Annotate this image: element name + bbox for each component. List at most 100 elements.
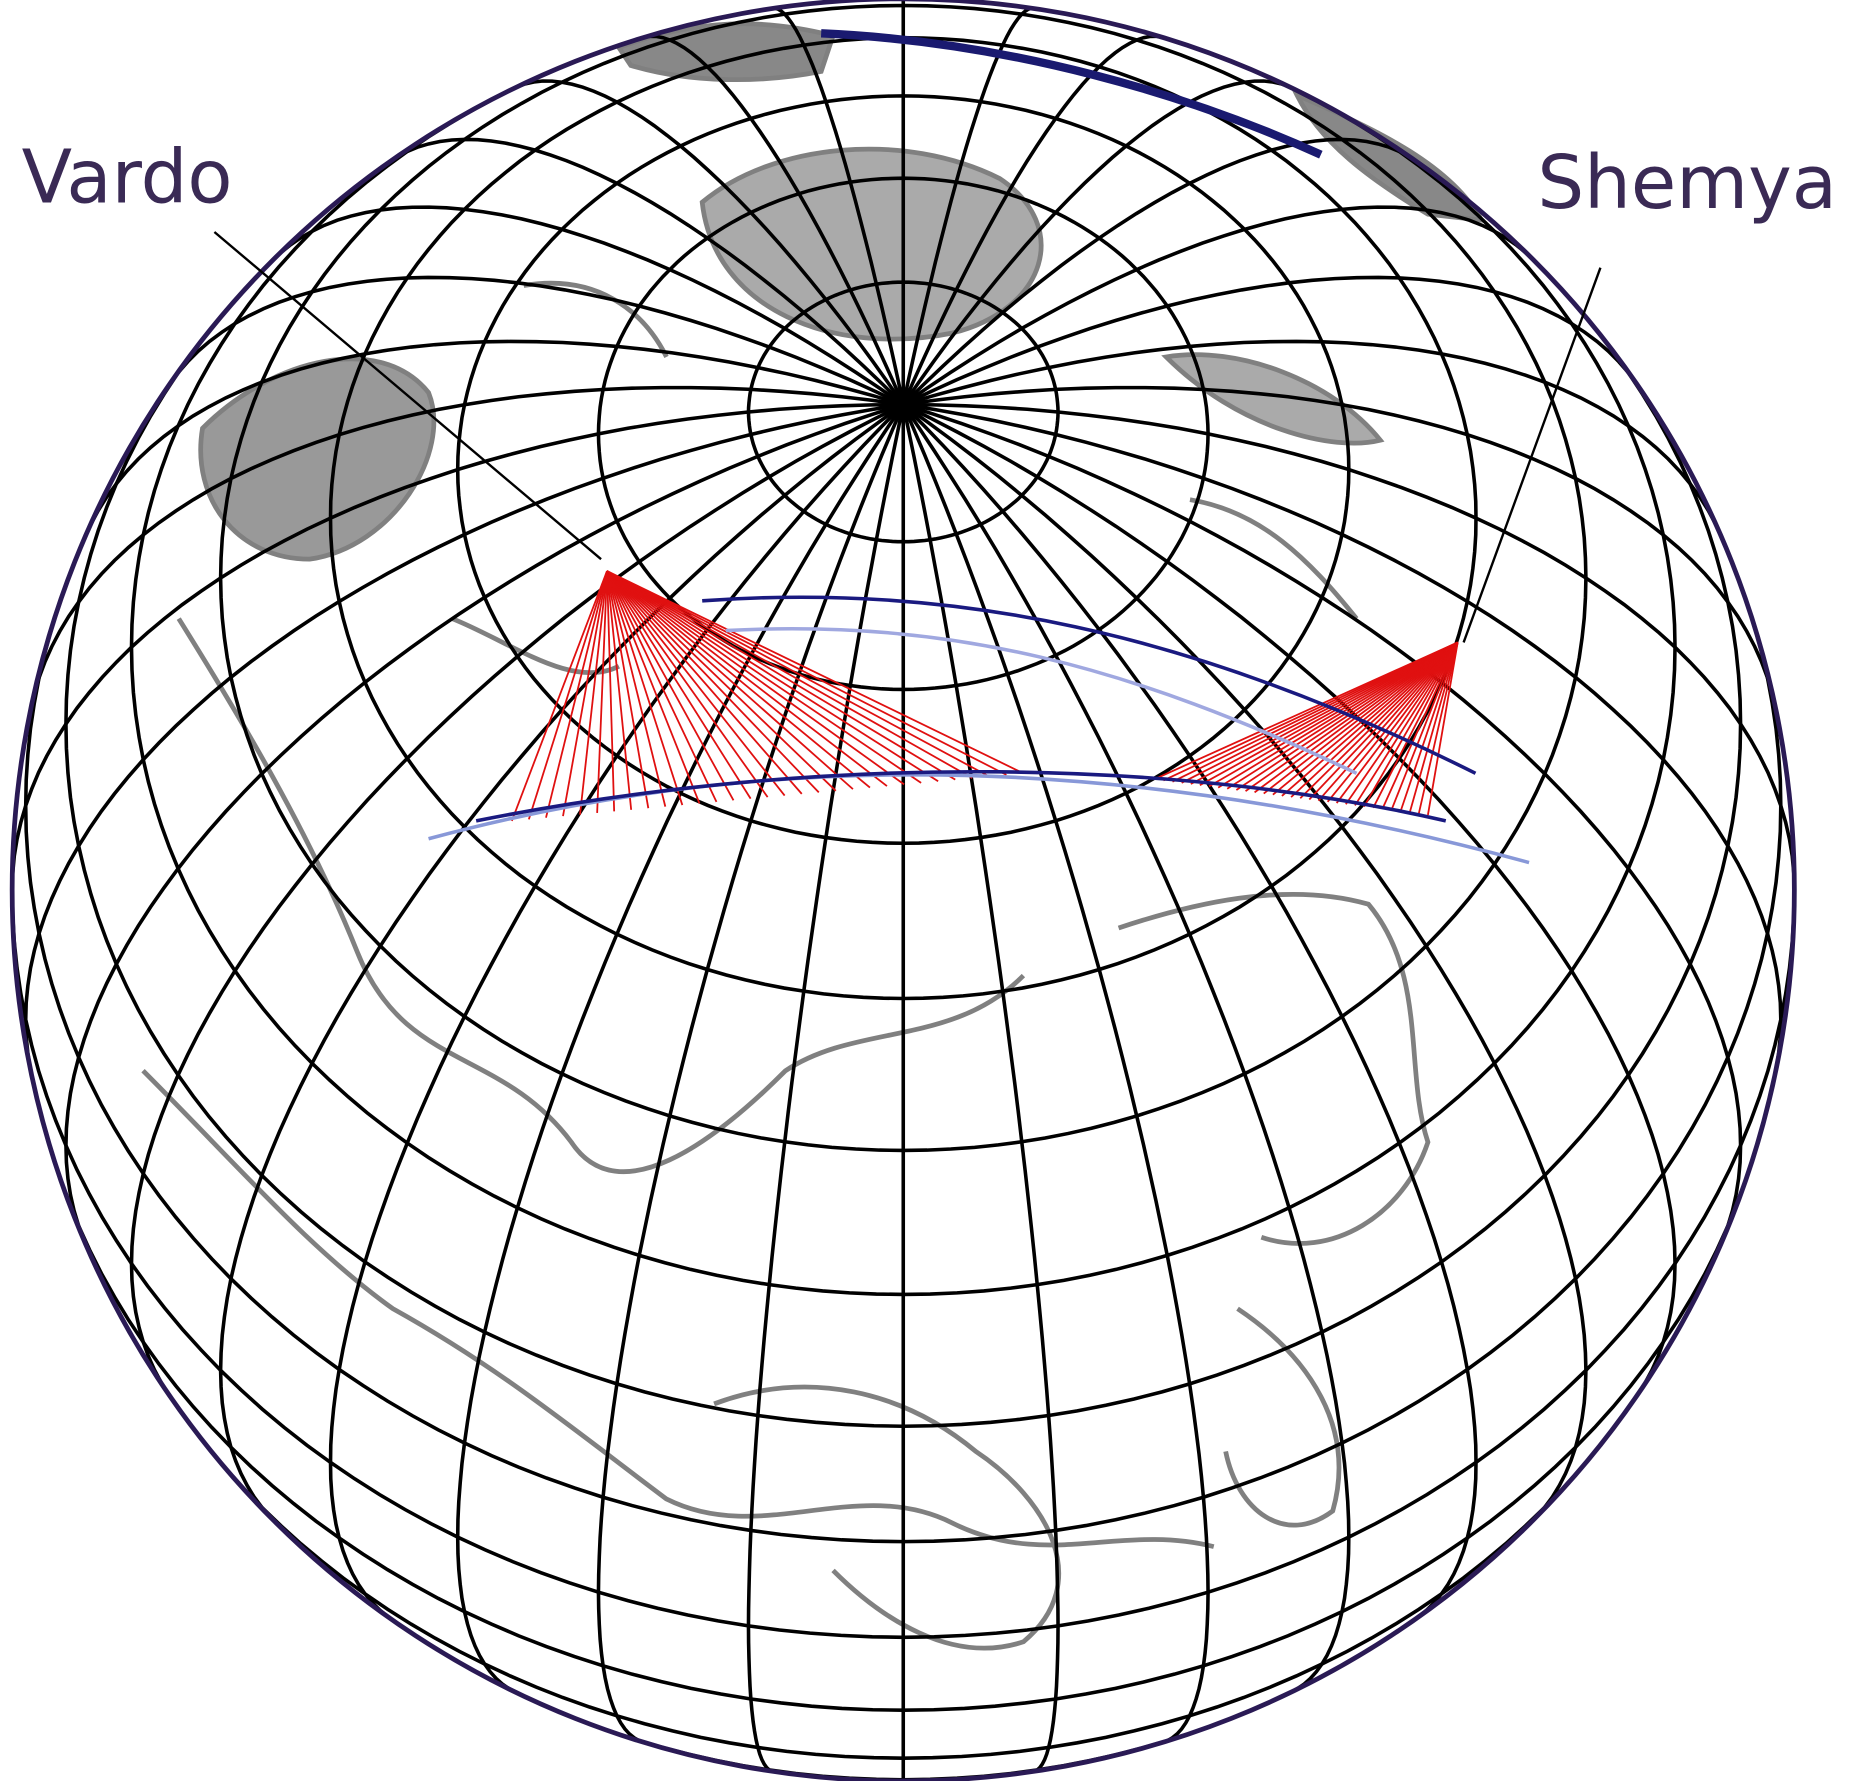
fan-ray [1263, 641, 1459, 795]
graticule-line [901, 404, 1060, 1773]
fan-ray [606, 570, 990, 778]
graticule-line [644, 34, 905, 406]
fan-ray [1372, 642, 1459, 809]
site-label: Vardo [22, 135, 233, 220]
fan-ray [606, 570, 956, 781]
fan-ray [1317, 641, 1459, 802]
fan-ray [1427, 642, 1459, 816]
fan-ray [528, 570, 608, 820]
graticule-line [901, 403, 1210, 1743]
graticule-line [901, 403, 1351, 1691]
fan-ray [1235, 641, 1459, 791]
radar-fans [511, 570, 1459, 822]
coverage-arc [725, 627, 1358, 775]
fan-ray [1417, 642, 1459, 814]
fan-ray [606, 570, 803, 795]
fan-ray [606, 570, 684, 806]
graticule-line [902, 403, 1588, 1519]
graticule-line [902, 403, 1677, 1384]
fan-ray [1217, 641, 1459, 789]
fan-ray [606, 571, 616, 812]
fan-ray [1390, 642, 1459, 811]
fan-ray [606, 570, 922, 784]
rim-highlight [820, 29, 1323, 159]
graticule-line [129, 403, 905, 1384]
fan-ray [606, 570, 854, 790]
graticule-line [902, 402, 1783, 1070]
graticule-line [278, 205, 905, 407]
fan-ray [606, 570, 905, 786]
fan-ray [1326, 641, 1459, 803]
graticule-line [903, 402, 1797, 890]
graticule-line [10, 402, 904, 890]
fan-ray [606, 570, 752, 800]
fan-ray [606, 570, 973, 779]
graticule-line [902, 275, 1639, 407]
fan-ray [606, 570, 769, 798]
coast [1117, 891, 1431, 1246]
fan-ray [606, 570, 871, 789]
graticule-line [774, 6, 906, 405]
graticule [10, 0, 1797, 1781]
graticule-line [902, 205, 1529, 407]
fan-ray [1208, 641, 1459, 788]
coverage-arc [428, 773, 1530, 865]
fan-ray [1281, 641, 1459, 797]
fan-ray [1354, 641, 1459, 806]
graticule-line [902, 339, 1718, 526]
leader-line [1462, 267, 1602, 643]
coverage-arc [475, 769, 1447, 823]
coast-shape [1161, 352, 1385, 446]
fan-ray [511, 570, 608, 822]
fan-ray [579, 570, 608, 815]
fan-ray [1226, 641, 1459, 790]
site-label: Shemya [1537, 141, 1837, 226]
graticule-line [23, 402, 904, 1070]
fan-ray [1335, 641, 1459, 804]
fan-ray [1299, 641, 1459, 799]
graticule-line [218, 403, 905, 1519]
fan-ray [596, 571, 608, 813]
graticule-line [746, 404, 906, 1773]
fan-ray [1408, 642, 1459, 813]
fan-ray [1381, 642, 1459, 810]
fan-ray [606, 570, 786, 797]
fan-ray [606, 570, 939, 783]
fan-ray [1345, 641, 1459, 805]
fan-ray [1308, 641, 1459, 801]
graticule-line [901, 34, 1162, 406]
fan-ray [606, 570, 650, 809]
graticule-line [167, 275, 905, 407]
graticule-line [328, 403, 905, 1619]
leader-line [213, 231, 602, 561]
fan-ray [562, 570, 608, 817]
graticule-line [902, 137, 1410, 406]
fan-ray [1190, 641, 1459, 785]
coast [176, 617, 1026, 1175]
fan-ray [606, 570, 888, 787]
graticule-line [901, 79, 1290, 406]
graticule-line [903, 385, 1774, 695]
fan-ray [1199, 641, 1459, 786]
graticule-line [901, 403, 1478, 1619]
fan-ray [606, 570, 837, 792]
fan-ray [606, 570, 735, 801]
fan-ray [1399, 642, 1459, 812]
fan-ray [1290, 641, 1459, 798]
fan-ray [606, 570, 1024, 775]
coast [141, 1069, 1215, 1549]
coverage-arcs [428, 595, 1530, 865]
fan-ray [606, 570, 1007, 776]
coverage-arc [702, 595, 1477, 775]
graticule-line [89, 339, 904, 526]
fan-ray [1363, 642, 1459, 808]
graticule-line [32, 385, 904, 695]
fan-ray [606, 570, 718, 803]
graticule-line [516, 79, 905, 406]
graticule-line [396, 137, 905, 406]
fan-ray [606, 570, 667, 807]
fan-ray [606, 570, 701, 804]
fan-ray [545, 570, 608, 818]
